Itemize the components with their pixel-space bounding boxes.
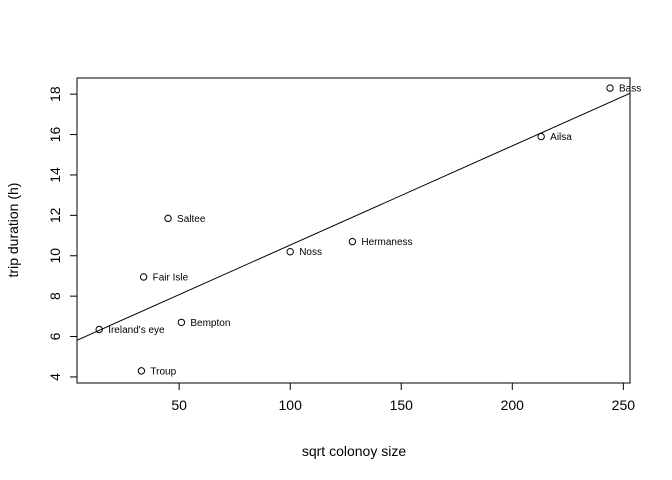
y-tick-label: 6 xyxy=(47,332,63,340)
data-point xyxy=(139,273,148,281)
y-tick-label: 14 xyxy=(47,167,63,183)
point-label: Fair Isle xyxy=(153,272,189,283)
data-point xyxy=(177,318,186,327)
y-axis-title: trip duration (h) xyxy=(5,183,21,278)
x-tick-label: 250 xyxy=(612,397,636,413)
data-point xyxy=(348,237,357,246)
point-label: Hermaness xyxy=(361,237,412,248)
x-tick-label: 150 xyxy=(390,397,414,413)
y-tick-label: 8 xyxy=(47,292,63,300)
data-point xyxy=(164,214,172,223)
fit-line-layer xyxy=(77,92,630,341)
y-tick-label: 18 xyxy=(47,86,63,102)
data-point xyxy=(537,132,545,141)
fit-line xyxy=(77,92,630,341)
x-tick-label: 100 xyxy=(279,397,303,413)
x-tick-label: 200 xyxy=(501,397,525,413)
x-axis: 50 100 150 200 250 xyxy=(171,383,635,413)
point-label: Noss xyxy=(299,247,322,258)
data-point xyxy=(286,248,294,256)
data-point xyxy=(137,367,146,375)
x-axis-title: sqrt colonoy size xyxy=(302,443,406,459)
point-label: Ailsa xyxy=(550,132,572,143)
data-point xyxy=(95,325,103,334)
point-label: Bempton xyxy=(190,318,230,329)
x-tick-label: 50 xyxy=(171,397,187,413)
point-label: Troup xyxy=(150,366,176,377)
points-layer: Bass Ailsa Saltee Noss Hermaness Fair Isle Ire… xyxy=(95,84,641,377)
point-label: Saltee xyxy=(177,214,206,225)
y-tick-label: 4 xyxy=(47,373,63,381)
point-label: Bass xyxy=(619,84,641,95)
data-point xyxy=(606,84,614,92)
y-tick-label: 16 xyxy=(47,127,63,143)
plot-frame xyxy=(76,77,631,384)
y-tick-label: 12 xyxy=(47,207,63,223)
point-label: Ireland's eye xyxy=(108,325,165,336)
y-tick-label: 10 xyxy=(47,248,63,264)
y-axis: 4 6 8 10 12 14 16 18 xyxy=(47,86,77,381)
